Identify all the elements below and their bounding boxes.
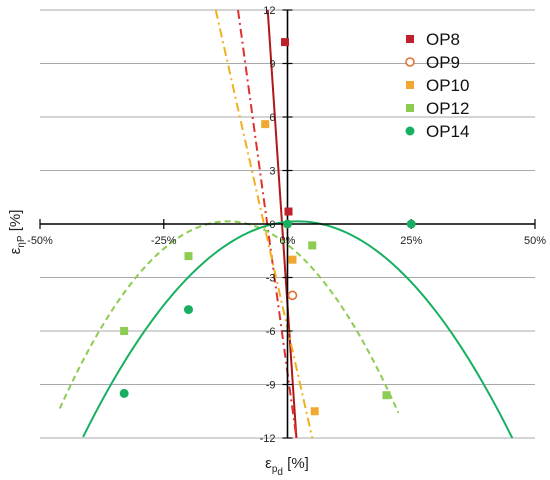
trendline (58, 220, 400, 414)
y-tick-label: 9 (269, 59, 275, 71)
legend-label-op9: OP9 (426, 53, 460, 72)
legend-label-op12: OP12 (426, 99, 469, 118)
data-point-op12 (184, 252, 193, 261)
y-tick-label: 6 (269, 112, 275, 124)
x-tick-label: 25% (400, 235, 422, 247)
y-tick-label: -6 (266, 326, 276, 338)
y-axis-label: εηP [%] (7, 210, 27, 255)
legend-marker-op12 (406, 104, 414, 112)
trendline (82, 220, 514, 438)
legend-marker-op10 (406, 81, 414, 89)
y-tick-label: -9 (266, 380, 276, 392)
data-point-op8 (281, 38, 290, 47)
data-point-op9 (287, 290, 298, 301)
data-point-op8 (284, 207, 293, 216)
tick-labels: -50% -25% 0% 25% 50% 12 9 6 3 0 -3 -6 -9 -12 (27, 5, 546, 445)
data-point-op14 (119, 388, 129, 398)
data-point-op12 (120, 327, 129, 335)
trendline (214, 10, 314, 438)
data-point-op10 (261, 120, 270, 129)
data-point-op10 (310, 407, 319, 416)
x-tick-label: -25% (151, 235, 177, 247)
data-point-op10 (288, 255, 297, 264)
data-point-op14 (283, 219, 292, 229)
x-tick-label: 0% (280, 235, 296, 247)
legend: OP8 OP9 OP10 OP12 OP14 (405, 30, 469, 141)
legend-label-op10: OP10 (426, 76, 469, 95)
x-tick-label: 50% (524, 235, 546, 247)
data-point-op12 (382, 391, 391, 400)
x-tick-label: -50% (27, 235, 53, 247)
y-tick-label: 12 (263, 5, 275, 17)
trendlines (58, 10, 514, 438)
legend-label-op8: OP8 (426, 30, 460, 49)
data-point-op14 (406, 219, 416, 229)
legend-marker-op8 (406, 35, 414, 43)
x-axis-label: εpd [%] (265, 455, 309, 478)
data-point-op14 (184, 305, 193, 315)
y-tick-label: -3 (266, 273, 276, 285)
legend-label-op14: OP14 (426, 122, 469, 141)
data-point-op12 (308, 241, 317, 250)
data-points (119, 38, 416, 416)
y-tick-label: -12 (260, 433, 276, 445)
y-tick-label: 3 (269, 166, 275, 178)
y-tick-label: 0 (269, 219, 275, 231)
legend-marker-op9 (405, 57, 415, 67)
legend-marker-op14 (405, 126, 415, 136)
